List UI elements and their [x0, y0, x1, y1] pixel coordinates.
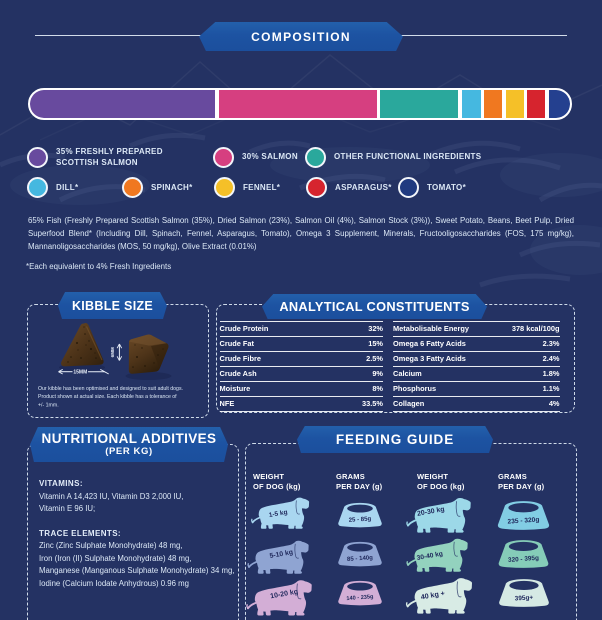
- svg-text:5-10 kg: 5-10 kg: [269, 549, 293, 560]
- svg-text:6MM: 6MM: [110, 347, 115, 357]
- svg-text:10-20 kg: 10-20 kg: [270, 589, 299, 601]
- svg-text:25 - 85g: 25 - 85g: [349, 516, 372, 524]
- svg-text:235 - 320g: 235 - 320g: [507, 516, 539, 525]
- svg-text:140 - 235g: 140 - 235g: [346, 594, 374, 602]
- svg-text:1-5 kg: 1-5 kg: [268, 509, 288, 519]
- svg-text:395g+: 395g+: [515, 594, 534, 602]
- svg-text:30-40 kg: 30-40 kg: [416, 550, 443, 561]
- svg-text:15MM: 15MM: [73, 370, 87, 376]
- svg-text:320 - 395g: 320 - 395g: [508, 555, 539, 564]
- svg-text:85 - 140g: 85 - 140g: [347, 555, 374, 563]
- svg-text:20-30 kg: 20-30 kg: [417, 506, 446, 518]
